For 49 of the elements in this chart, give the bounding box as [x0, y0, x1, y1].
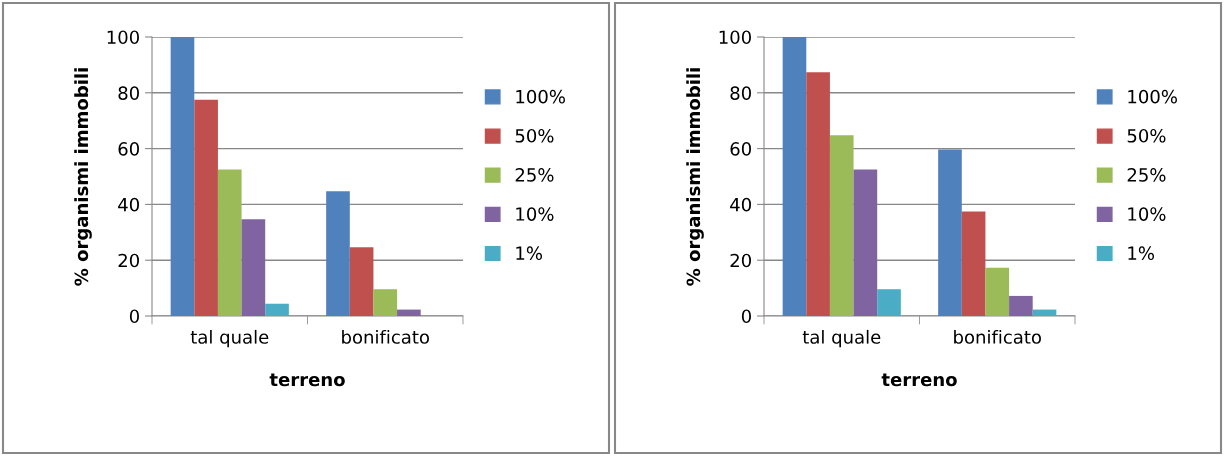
y-tick-label: 100	[719, 30, 751, 45]
x-tick-label: tal quale	[190, 329, 269, 348]
bar	[829, 135, 854, 316]
legend-label: 25%	[515, 168, 554, 182]
y-tick-label: 0	[741, 309, 751, 324]
y-axis-title: % organismi immobili	[74, 68, 92, 286]
bar	[985, 267, 1010, 316]
y-tick-label: 60	[730, 142, 751, 156]
y-tick-label: 80	[118, 86, 139, 100]
bar	[877, 289, 901, 316]
bar	[373, 289, 398, 316]
y-tick-label: 80	[730, 86, 751, 100]
y-axis-title: % organismi immobili	[686, 68, 704, 286]
bar	[170, 37, 195, 316]
legend-label: 100%	[516, 89, 565, 104]
bar	[961, 211, 986, 316]
bar	[265, 303, 289, 316]
legend-label: 100%	[1128, 89, 1177, 104]
y-tick-label: 0	[129, 309, 139, 324]
x-axis-title: terreno	[269, 373, 345, 387]
bar	[194, 99, 218, 316]
x-tick-label: bonificato	[342, 329, 429, 344]
y-tick-label: 40	[730, 197, 751, 212]
y-tick-label: 20	[730, 253, 751, 268]
y-tick-label: 60	[118, 142, 139, 156]
legend-label: 1%	[516, 246, 543, 261]
x-tick-label: tal quale	[802, 329, 881, 348]
x-tick-label: bonificato	[954, 329, 1041, 344]
bar	[806, 72, 830, 316]
bar	[938, 149, 962, 316]
legend-label: 50%	[515, 128, 554, 143]
legend-label: 1%	[1128, 246, 1155, 261]
legend-label: 10%	[1128, 207, 1166, 221]
bar	[782, 37, 807, 316]
x-axis-title: terreno	[881, 373, 957, 387]
y-tick-label: 40	[118, 197, 139, 212]
bar	[853, 169, 878, 316]
legend-label: 50%	[1127, 128, 1166, 143]
bar	[1009, 295, 1033, 316]
legend-label: 10%	[516, 207, 554, 221]
bar	[349, 247, 374, 316]
bar	[1032, 309, 1057, 316]
bar	[326, 191, 350, 316]
y-tick-label: 100	[107, 30, 139, 45]
bar	[241, 219, 266, 316]
bar	[397, 309, 421, 316]
y-tick-label: 20	[118, 253, 139, 268]
legend-label: 25%	[1127, 168, 1166, 182]
bar	[217, 169, 242, 316]
